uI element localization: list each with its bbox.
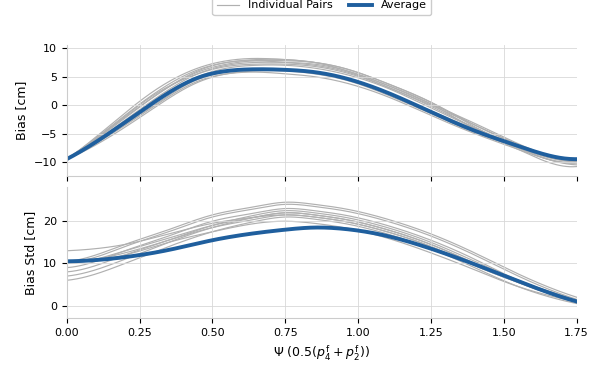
Legend: Individual Pairs, Average: Individual Pairs, Average [213, 0, 431, 15]
Y-axis label: Bias Std [cm]: Bias Std [cm] [24, 211, 37, 295]
X-axis label: $\Psi\ (0.5(p_4^\mathrm{f} + p_2^\mathrm{f}))$: $\Psi\ (0.5(p_4^\mathrm{f} + p_2^\mathrm… [273, 344, 370, 363]
Y-axis label: Bias [cm]: Bias [cm] [15, 81, 28, 141]
